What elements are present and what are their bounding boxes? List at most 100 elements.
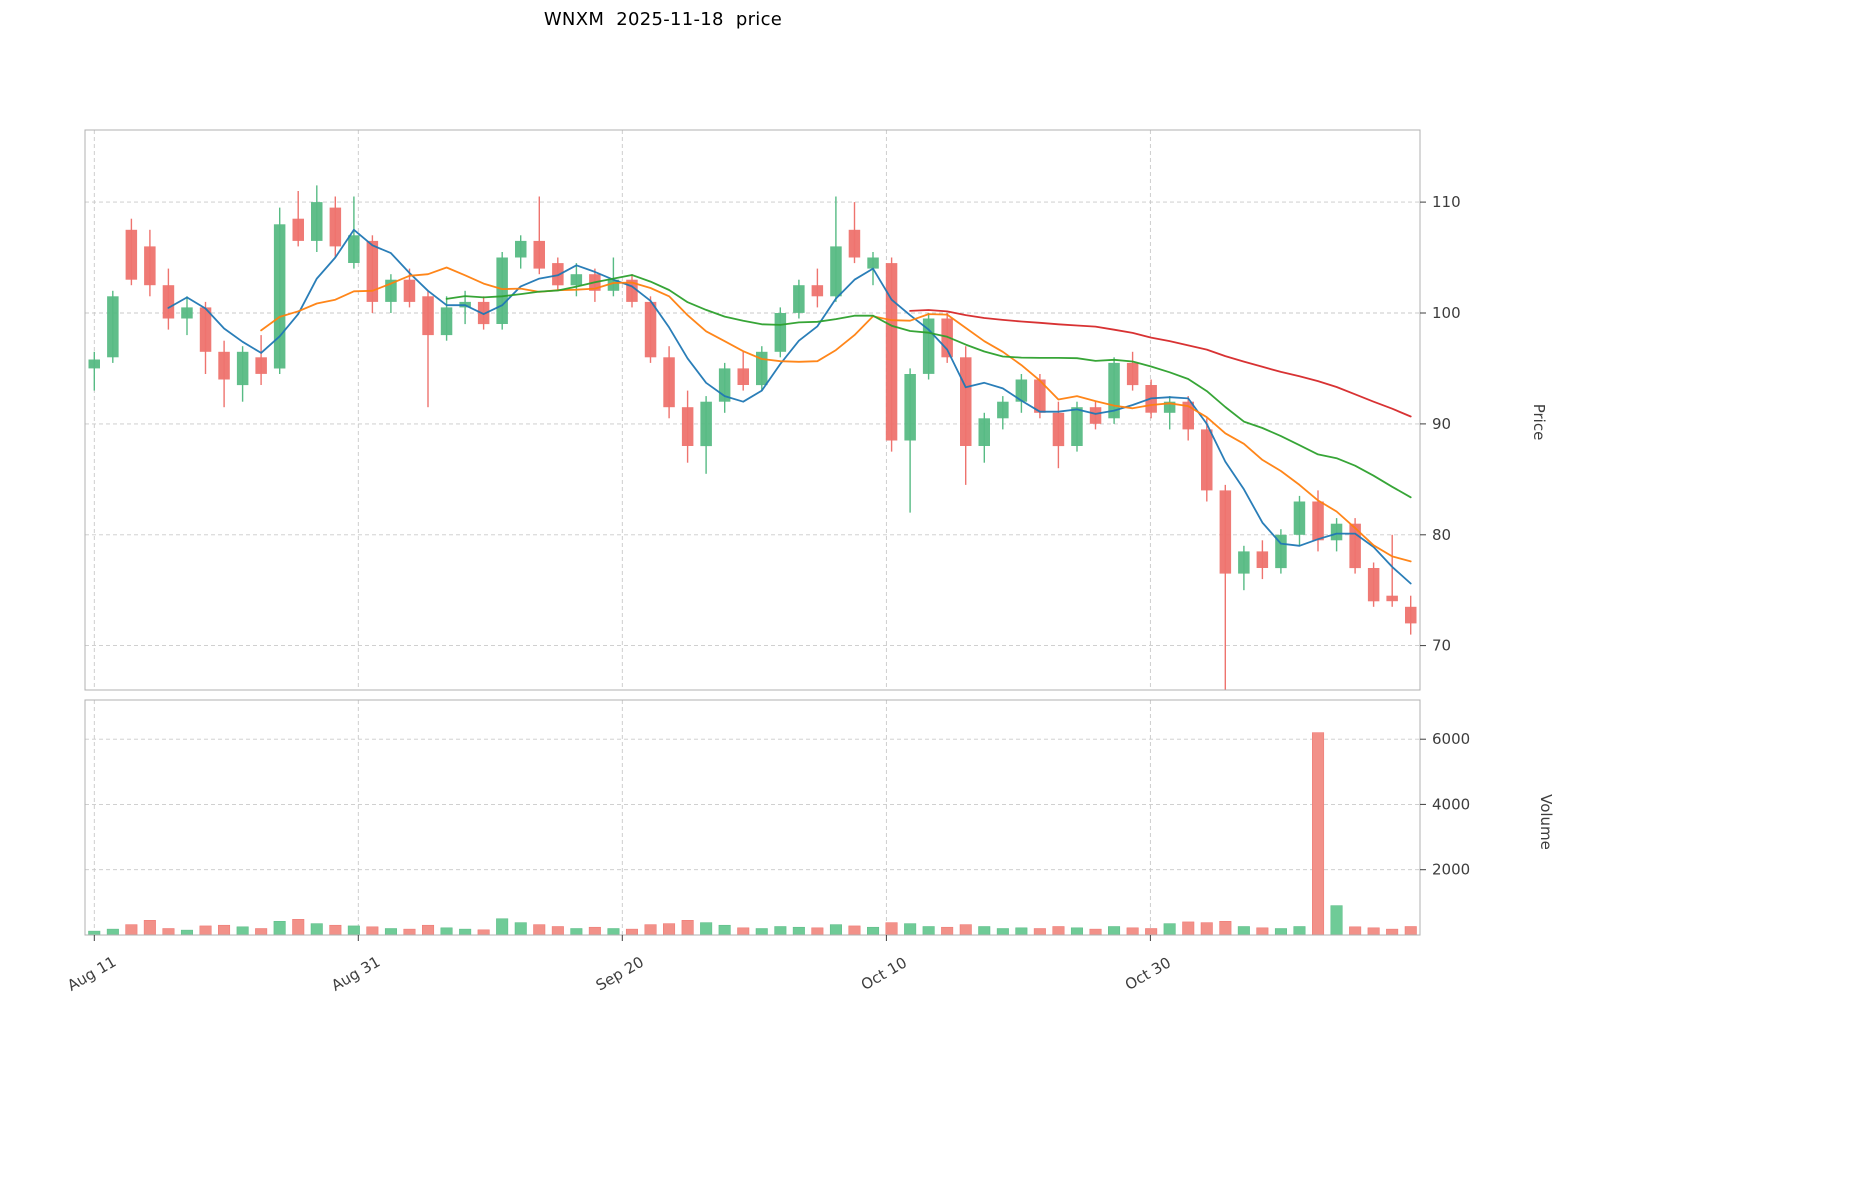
candle-body — [1238, 551, 1250, 574]
volume-bar — [625, 928, 638, 936]
candle-body — [718, 368, 731, 402]
x-tick-label: Aug 11 — [64, 953, 119, 995]
candle-body — [1330, 523, 1343, 541]
panel-spines — [84, 129, 1421, 936]
volume-bar — [143, 920, 156, 936]
volume-bar — [236, 926, 249, 936]
candle-body — [218, 351, 230, 380]
volume-bar — [199, 925, 212, 936]
candle-body — [904, 374, 916, 441]
volume-bar — [700, 922, 713, 936]
volume-bar — [477, 929, 490, 936]
volume-bar — [125, 924, 138, 936]
volume-bar — [867, 926, 880, 936]
ma-line-20 — [445, 274, 1412, 499]
volume-bar — [811, 927, 824, 936]
candle-body — [681, 407, 694, 446]
candle-body — [1034, 379, 1046, 413]
candle-body — [292, 218, 304, 241]
candle-body — [440, 307, 453, 336]
candle-body — [533, 240, 545, 269]
volume-bar — [829, 924, 842, 936]
volume-bar — [1386, 928, 1399, 936]
price-axis-label: Price — [1530, 404, 1548, 441]
volume-bar — [1256, 927, 1269, 936]
volume-bar — [1200, 922, 1213, 936]
candle-body — [1219, 490, 1232, 574]
volume-bar — [255, 928, 268, 936]
volume-bar — [514, 922, 527, 936]
candle-body — [1163, 401, 1176, 413]
volume-bar — [1293, 926, 1306, 936]
candle-body — [366, 240, 379, 302]
volume-bar — [329, 924, 342, 936]
candle-body — [1052, 412, 1065, 447]
candle-body — [88, 359, 100, 369]
volume-bar — [533, 924, 546, 936]
volume-bar — [1219, 921, 1232, 936]
candle-body — [273, 224, 286, 369]
candle-body — [329, 207, 342, 247]
candle-body — [922, 318, 935, 374]
volume-bar — [1349, 926, 1362, 936]
volume-bar — [106, 928, 119, 936]
candle-body — [1367, 568, 1380, 602]
candle-body — [867, 257, 879, 269]
candle-body — [162, 285, 175, 319]
volume-bar — [1108, 926, 1121, 936]
volume-bar — [273, 921, 286, 936]
candle-body — [978, 418, 990, 446]
volume-bar — [292, 919, 305, 936]
volume-bar — [384, 928, 397, 936]
volume-bars — [88, 732, 1417, 936]
candle-body — [793, 285, 805, 313]
volume-bar — [681, 920, 694, 936]
candle-body — [107, 296, 119, 358]
ma-line-5 — [167, 228, 1412, 585]
ma-lines — [167, 228, 1412, 585]
candle-body — [848, 229, 861, 258]
volume-bar — [1070, 927, 1083, 936]
candle-body — [830, 246, 842, 297]
candle-body — [700, 401, 712, 447]
price-axis: 70 80 90 100 110 Price — [1420, 193, 1548, 655]
candle-body — [663, 357, 675, 408]
price-tick-label: 110 — [1432, 193, 1461, 211]
candle-body — [515, 240, 527, 258]
volume-bar — [588, 926, 601, 936]
volume-bar — [1367, 927, 1380, 936]
volume-bar — [496, 918, 509, 936]
candle-body — [1201, 429, 1213, 491]
candle-body — [199, 307, 212, 352]
candle-body — [737, 368, 749, 385]
volume-bar — [1274, 928, 1287, 936]
volume-bar — [459, 928, 472, 936]
candle-body — [607, 279, 620, 291]
candle-body — [1293, 501, 1306, 535]
candle-body — [1071, 407, 1083, 446]
candlesticks — [88, 185, 1417, 690]
candle-body — [1108, 362, 1120, 419]
volume-bar — [792, 926, 805, 936]
candle-body — [885, 263, 898, 441]
volume-bar — [570, 928, 583, 936]
candle-body — [1405, 606, 1417, 624]
candle-body — [1386, 595, 1398, 602]
volume-bar — [774, 926, 787, 936]
candle-body — [1349, 523, 1361, 569]
volume-tick-label: 6000 — [1432, 730, 1470, 748]
volume-axis: 2000 4000 6000 Volume — [1420, 730, 1555, 879]
candle-body — [1256, 551, 1269, 568]
candle-body — [997, 401, 1009, 419]
volume-bar — [440, 927, 453, 936]
volume-bar — [941, 926, 954, 936]
candle-body — [311, 202, 323, 241]
price-tick-label: 100 — [1432, 304, 1461, 322]
candle-body — [255, 357, 267, 374]
volume-bar — [737, 927, 750, 936]
volume-bar — [1312, 732, 1325, 936]
volume-bar — [403, 928, 416, 936]
candle-body — [144, 246, 156, 286]
candle-body — [570, 274, 583, 286]
candle-body — [496, 257, 508, 324]
